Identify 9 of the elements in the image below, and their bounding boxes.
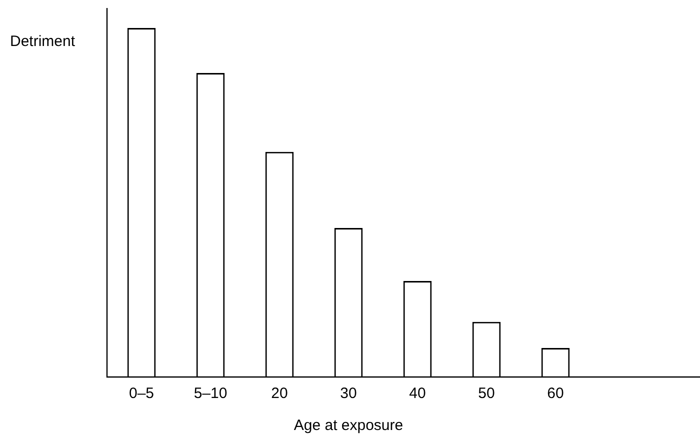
x-tick-label: 5–10 (194, 385, 228, 402)
x-axis-title: Age at exposure (294, 417, 404, 434)
x-tick-label: 50 (478, 385, 495, 402)
x-tick-label: 40 (409, 385, 426, 402)
x-tick-label: 20 (271, 385, 288, 402)
x-tick-label: 0–5 (128, 385, 154, 402)
x-tick-label: 60 (547, 385, 564, 402)
y-axis-title: Detriment (10, 33, 76, 50)
x-tick-label: 30 (340, 385, 357, 402)
